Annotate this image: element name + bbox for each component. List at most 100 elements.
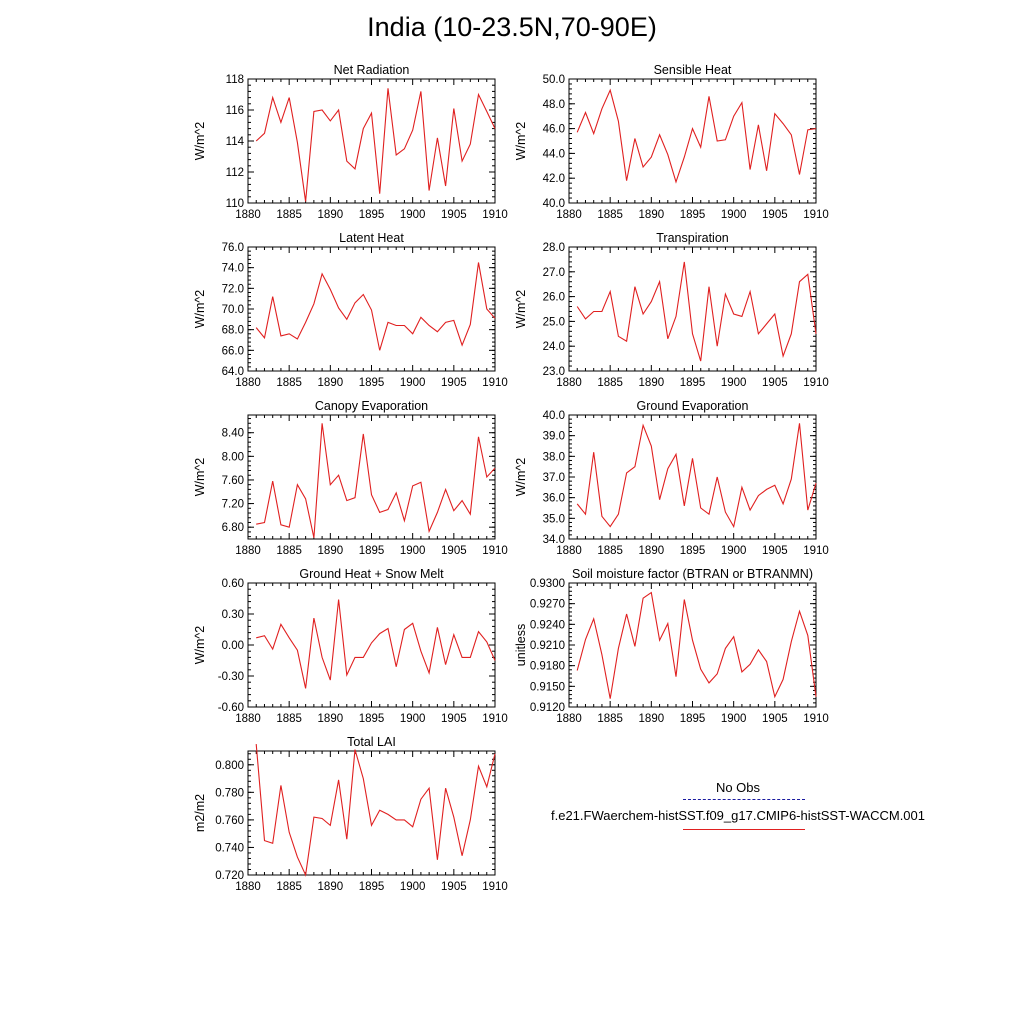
x-tick-label: 1910 (803, 377, 829, 389)
y-tick-label: 76.0 (222, 242, 244, 254)
panel-title: Total LAI (347, 735, 396, 749)
x-tick-label: 1900 (400, 713, 426, 725)
x-tick-label: 1900 (400, 545, 426, 557)
plot-frame (247, 414, 496, 540)
x-tick-label: 1885 (276, 881, 302, 893)
x-tick-label: 1885 (597, 377, 623, 389)
x-tick-label: 1910 (803, 209, 829, 221)
x-tick-label: 1885 (597, 209, 623, 221)
x-tick-label: 1895 (680, 377, 706, 389)
y-axis-label: W/m^2 (514, 290, 528, 329)
x-tick-label: 1910 (803, 713, 829, 725)
x-tick-label: 1905 (441, 713, 467, 725)
x-tick-label: 1905 (762, 377, 788, 389)
x-tick-label: 1885 (597, 545, 623, 557)
y-axis-label: m2/m2 (193, 794, 207, 832)
x-tick-label: 1895 (680, 209, 706, 221)
y-tick-label: 42.0 (543, 173, 565, 185)
y-tick-label: 0.9300 (530, 578, 565, 590)
x-tick-label: 1900 (400, 209, 426, 221)
x-tick-label: 1890 (639, 713, 665, 725)
x-tick-label: 1910 (482, 881, 508, 893)
x-tick-label: 1890 (318, 377, 344, 389)
x-tick-label: 1905 (762, 209, 788, 221)
y-axis-label: W/m^2 (514, 122, 528, 161)
y-tick-label: 44.0 (543, 148, 565, 160)
x-tick-label: 1905 (762, 545, 788, 557)
y-tick-label: 40.0 (543, 410, 565, 422)
y-tick-label: 0.740 (215, 842, 244, 854)
x-tick-label: 1900 (721, 545, 747, 557)
panel-title: Ground Heat + Snow Melt (299, 567, 444, 581)
legend-obs-line (683, 799, 805, 800)
y-tick-label: 25.0 (543, 316, 565, 328)
y-tick-label: 6.80 (222, 522, 244, 534)
y-tick-label: -0.60 (218, 702, 244, 714)
panel-title: Soil moisture factor (BTRAN or BTRANMN) (572, 567, 813, 581)
x-tick-label: 1900 (721, 209, 747, 221)
x-tick-label: 1880 (235, 713, 261, 725)
series-line (576, 88, 817, 184)
x-tick-label: 1895 (359, 881, 385, 893)
chart-panel-9: Total LAI m2/m2 0.720 0.740 0.760 0.780 0.800 1… (193, 735, 508, 893)
x-tick-label: 1880 (235, 377, 261, 389)
x-tick-label: 1890 (318, 209, 344, 221)
x-tick-label: 1895 (359, 209, 385, 221)
x-tick-label: 1910 (803, 545, 829, 557)
y-tick-label: 38.0 (543, 451, 565, 463)
panel-title: Canopy Evaporation (315, 399, 428, 413)
y-tick-label: 40.0 (543, 198, 565, 210)
x-tick-label: 1905 (441, 209, 467, 221)
y-tick-label: 0.9270 (530, 599, 565, 611)
y-axis-label: W/m^2 (514, 458, 528, 497)
y-tick-label: 0.60 (222, 578, 244, 590)
chart-panel-6: Ground Evaporation W/m^2 34.0 35.0 36.0 37.0 3… (514, 399, 829, 557)
panel-title: Ground Evaporation (637, 399, 749, 413)
x-tick-label: 1895 (359, 377, 385, 389)
x-tick-label: 1905 (762, 713, 788, 725)
y-tick-label: 34.0 (543, 534, 565, 546)
x-tick-label: 1880 (556, 209, 582, 221)
x-tick-label: 1905 (441, 377, 467, 389)
y-tick-label: 0.800 (215, 760, 244, 772)
x-tick-label: 1905 (441, 881, 467, 893)
y-tick-label: 64.0 (222, 366, 244, 378)
panel-title: Transpiration (656, 231, 729, 245)
y-tick-label: 50.0 (543, 74, 565, 86)
series-line (256, 423, 496, 538)
x-tick-label: 1885 (276, 209, 302, 221)
y-tick-label: 0.9120 (530, 702, 565, 714)
figure-title: India (10-23.5N,70-90E) (367, 12, 657, 42)
y-tick-label: 70.0 (222, 304, 244, 316)
x-tick-label: 1895 (359, 545, 385, 557)
plot-frame (568, 414, 817, 540)
series-line (576, 423, 817, 529)
y-tick-label: 48.0 (543, 99, 565, 111)
y-tick-label: 8.40 (222, 428, 244, 440)
y-tick-label: 0.30 (222, 609, 244, 621)
chart-panel-7: Ground Heat + Snow Melt W/m^2 -0.60 -0.30 0.… (193, 567, 508, 725)
panel-title: Sensible Heat (654, 63, 732, 77)
y-axis-label: W/m^2 (193, 122, 207, 161)
x-tick-label: 1890 (318, 881, 344, 893)
x-tick-label: 1895 (680, 713, 706, 725)
x-tick-label: 1885 (597, 713, 623, 725)
x-tick-label: 1880 (556, 545, 582, 557)
x-tick-label: 1885 (276, 377, 302, 389)
series-line (255, 262, 496, 351)
y-tick-label: 35.0 (543, 513, 565, 525)
x-tick-label: 1900 (400, 881, 426, 893)
plot-frame (247, 750, 496, 876)
y-tick-label: 39.0 (543, 431, 565, 443)
y-tick-label: 112 (226, 167, 244, 179)
x-tick-label: 1905 (441, 545, 467, 557)
x-tick-label: 1880 (235, 545, 261, 557)
x-tick-label: 1880 (556, 377, 582, 389)
plot-frame (568, 78, 817, 204)
y-tick-label: 116 (226, 105, 244, 117)
y-tick-label: 0.00 (222, 640, 244, 652)
chart-panel-8: Soil moisture factor (BTRAN or BTRANMN) u… (514, 567, 829, 725)
y-tick-label: 74.0 (222, 263, 244, 275)
y-axis-label: unitless (514, 624, 528, 666)
